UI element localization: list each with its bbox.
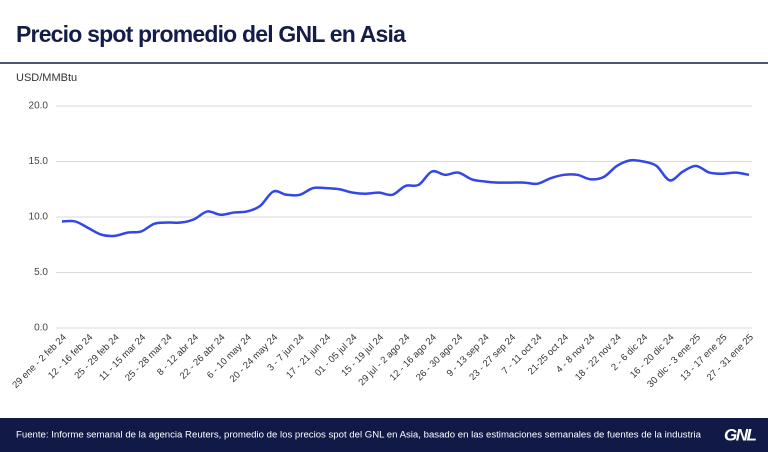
chart-title: Precio spot promedio del GNL en Asia xyxy=(16,21,406,47)
y-axis-label: USD/MMBtu xyxy=(16,72,77,84)
y-tick-label: 15.0 xyxy=(29,156,49,167)
y-tick-label: 20.0 xyxy=(29,101,49,112)
footer xyxy=(0,418,768,452)
y-tick-label: 10.0 xyxy=(29,212,49,223)
y-tick-label: 0.0 xyxy=(34,323,48,334)
logo: GNL xyxy=(724,425,757,444)
series-line xyxy=(61,158,750,238)
y-tick-label: 5.0 xyxy=(34,267,48,278)
source-note: Fuente: Informe semanal de la agencia Re… xyxy=(16,430,702,441)
